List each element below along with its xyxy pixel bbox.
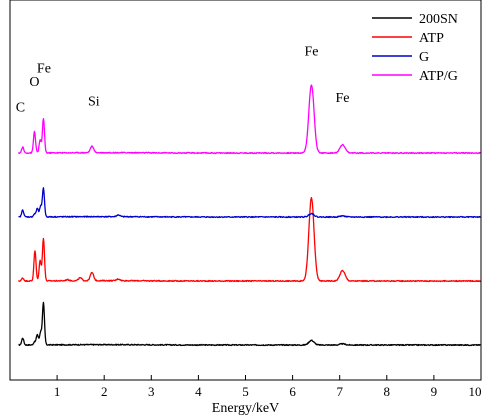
series-line-200sn	[18, 301, 481, 347]
legend-label: ATP/G	[419, 69, 458, 84]
peak-label: O	[29, 75, 39, 90]
x-tick-label: 3	[148, 384, 155, 399]
x-tick-label: 6	[289, 384, 296, 399]
x-tick-label: 10	[469, 384, 482, 399]
x-tick-label: 2	[101, 384, 108, 399]
x-tick-label: 5	[242, 384, 249, 399]
series-layer	[17, 84, 482, 347]
series-line-atp	[17, 196, 482, 283]
x-tick-label: 1	[54, 384, 61, 399]
peak-label: Fe	[304, 45, 318, 60]
x-axis-title: Energy/keV	[212, 401, 279, 416]
legend-label: G	[419, 50, 429, 65]
series-line-atp-g	[17, 84, 481, 155]
legend: 200SN ATP G ATP/G	[372, 12, 458, 84]
legend-label: ATP	[419, 31, 444, 46]
x-tick-label: 8	[384, 384, 391, 399]
x-axis-ticks: 1 2 3 4 5 6 7 8 9 10	[54, 375, 482, 399]
peak-label: Fe	[37, 61, 51, 76]
x-tick-label: 7	[336, 384, 343, 399]
x-tick-label: 4	[195, 384, 202, 399]
peak-label: C	[16, 100, 25, 115]
peak-label: Si	[88, 95, 100, 110]
x-tick-label: 9	[431, 384, 438, 399]
series-line-g	[18, 187, 481, 219]
plot-frame	[9, 0, 482, 381]
peak-label: Fe	[336, 91, 350, 106]
legend-label: 200SN	[419, 12, 458, 27]
